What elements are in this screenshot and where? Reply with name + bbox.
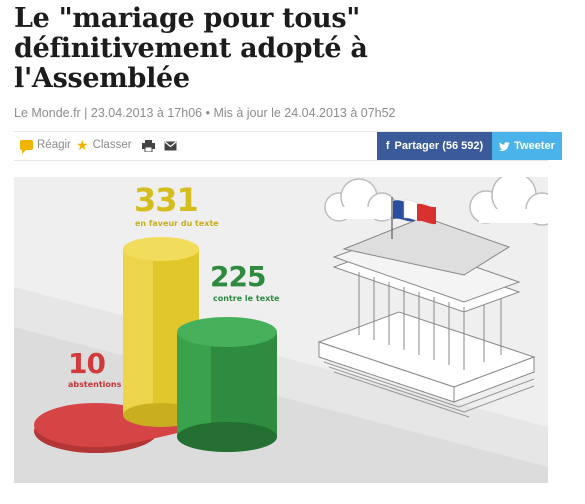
comment-icon xyxy=(20,140,33,154)
headline-line-3: l'Assemblée xyxy=(14,63,190,94)
react-label: Réagir xyxy=(37,139,71,151)
print-icon[interactable] xyxy=(142,140,155,152)
abstentions-label: abstentions xyxy=(68,380,122,389)
page-title: Le "mariage pour tous" définitivement ad… xyxy=(14,4,574,94)
cloud-left xyxy=(324,178,397,222)
building-stairs xyxy=(323,361,535,418)
react-button[interactable]: Réagir xyxy=(20,139,71,154)
facebook-share-button[interactable]: f Partager (56 592) xyxy=(377,132,492,160)
pour-value: 331 xyxy=(134,181,199,219)
headline-line-1: Le "mariage pour tous" xyxy=(14,3,361,34)
infographic-illustration xyxy=(14,177,548,483)
assemblee-building xyxy=(317,216,536,403)
star-icon: ★ xyxy=(76,137,89,153)
twitter-bird-icon xyxy=(499,141,511,151)
facebook-share-label: Partager (56 592) xyxy=(394,140,484,152)
cloud-right xyxy=(469,177,548,226)
abstentions-value: 10 xyxy=(68,347,106,380)
share-toolbar: Réagir ★ Classer f Partager (56 592) Twe… xyxy=(14,131,562,161)
contre-label: contre le texte xyxy=(213,294,280,303)
facebook-icon: f xyxy=(385,140,390,152)
mail-icon[interactable] xyxy=(164,141,177,151)
french-flag xyxy=(391,197,436,239)
twitter-share-button[interactable]: Tweeter xyxy=(492,132,562,160)
twitter-share-label: Tweeter xyxy=(514,140,555,152)
pour-label: en faveur du texte xyxy=(135,219,219,228)
contre-value: 225 xyxy=(210,260,266,293)
classer-button[interactable]: ★ Classer xyxy=(76,137,132,153)
contre-cylinder xyxy=(177,317,277,452)
classer-label: Classer xyxy=(92,139,132,151)
headline-line-2: définitivement adopté à xyxy=(14,33,368,64)
byline: Le Monde.fr | 23.04.2013 à 17h06 • Mis à… xyxy=(14,106,396,120)
vote-infographic: 331 en faveur du texte 225 contre le tex… xyxy=(14,177,548,483)
